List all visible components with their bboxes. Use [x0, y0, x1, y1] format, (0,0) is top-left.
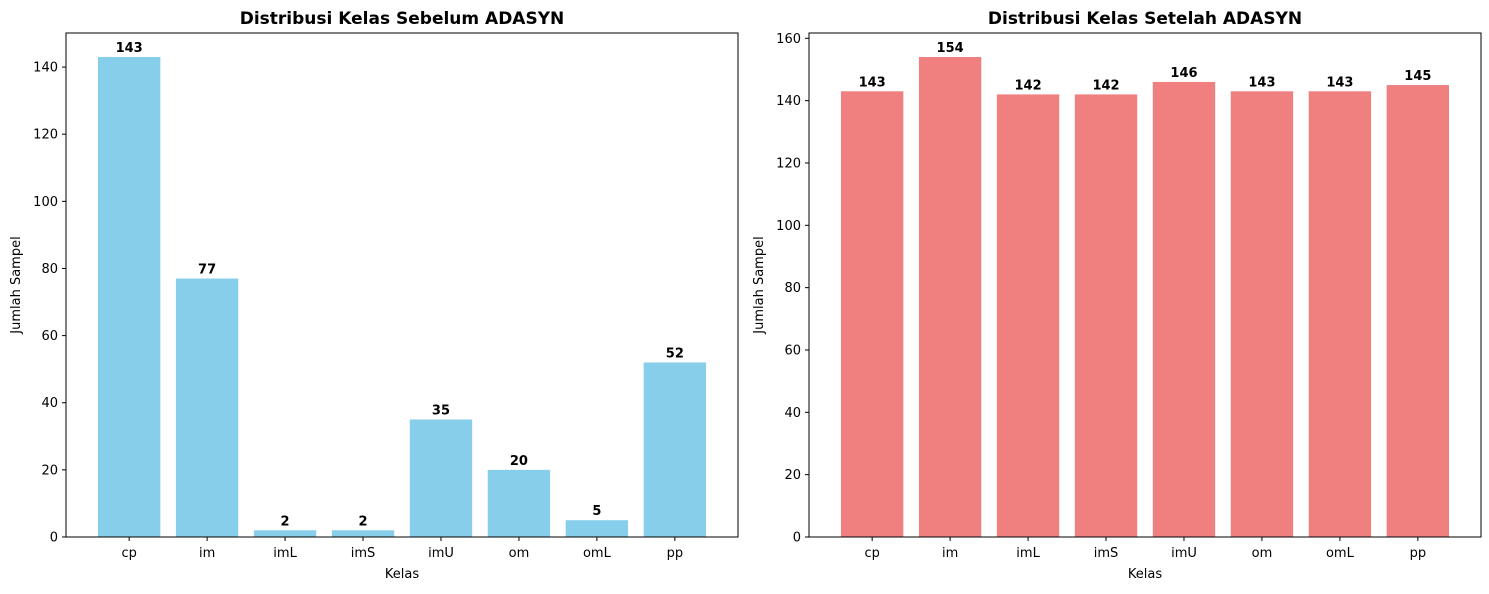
bar-im [175, 278, 239, 537]
bar-pp [643, 362, 707, 537]
x-tick-label: omL [583, 546, 612, 561]
data-label: 142 [1092, 78, 1119, 93]
data-label: 143 [116, 41, 143, 56]
data-label: 5 [592, 504, 601, 519]
data-label: 146 [1170, 66, 1197, 81]
y-tick-label: 80 [41, 262, 58, 277]
x-tick-label: cp [121, 546, 136, 561]
data-label: 154 [937, 41, 964, 56]
x-tick-label: im [942, 546, 958, 561]
y-tick-label: 60 [784, 343, 801, 358]
x-axis-label: Kelas [1128, 567, 1162, 582]
x-tick-label: pp [667, 546, 684, 561]
y-axis-label: Jumlah Sampel [752, 236, 767, 334]
data-label: 52 [666, 346, 684, 361]
bar-pp [1386, 85, 1450, 538]
bar-imU [409, 419, 473, 537]
y-tick-label: 80 [784, 281, 801, 296]
data-label: 20 [510, 454, 528, 469]
y-tick-label: 40 [784, 406, 801, 421]
x-axis-label: Kelas [385, 567, 419, 582]
data-label: 143 [1248, 75, 1275, 90]
bar-imL [253, 530, 317, 537]
bar-om [487, 469, 551, 537]
bar-cp [97, 57, 161, 537]
chart-title: Distribusi Kelas Sebelum ADASYN [240, 9, 565, 29]
bars-group: 143 cp 154 im 142 imL 142 imS 146 imU 143 om 143 omL 1… [776, 32, 1450, 561]
data-label: 143 [1326, 75, 1353, 90]
x-tick-label: imS [1094, 546, 1119, 561]
x-tick-label: imU [428, 546, 454, 561]
x-tick-label: om [1252, 546, 1273, 561]
y-tick-label: 100 [776, 219, 801, 234]
y-tick-label: 140 [776, 94, 801, 109]
x-tick-label: im [199, 546, 215, 561]
y-tick-label: 60 [41, 329, 58, 344]
data-label: 35 [432, 404, 450, 419]
data-label: 145 [1404, 69, 1431, 84]
x-tick-label: cp [864, 546, 879, 561]
bars-group: 143 cp 77 im 2 imL 2 imS 35 imU 20 om 5 omL 52 pp 0 20 40 6… [33, 41, 707, 561]
chart-after-adasyn: Distribusi Kelas Setelah ADASYN Kelas Ju… [752, 9, 1482, 582]
y-axis-label: Jumlah Sampel [9, 236, 24, 334]
data-label: 2 [281, 514, 290, 529]
y-tick-label: 20 [41, 463, 58, 478]
bar-imL [996, 94, 1060, 538]
bar-imS [331, 530, 395, 537]
y-tick-label: 40 [41, 396, 58, 411]
x-tick-label: imS [351, 546, 376, 561]
y-tick-label: 0 [793, 531, 801, 546]
x-tick-label: omL [1326, 546, 1355, 561]
chart-title: Distribusi Kelas Setelah ADASYN [988, 9, 1302, 29]
x-tick-label: om [509, 546, 530, 561]
y-tick-label: 140 [33, 61, 58, 76]
bar-imS [1074, 94, 1138, 538]
x-tick-label: imL [1016, 546, 1040, 561]
y-tick-label: 0 [50, 531, 58, 546]
x-tick-label: pp [1410, 546, 1427, 561]
y-tick-label: 120 [33, 128, 58, 143]
bar-omL [565, 520, 629, 537]
bar-cp [840, 91, 904, 538]
x-tick-label: imU [1171, 546, 1197, 561]
y-tick-label: 20 [784, 468, 801, 483]
plot-frame [808, 32, 1482, 538]
plot-frame [65, 32, 739, 538]
data-label: 143 [859, 75, 886, 90]
y-tick-label: 120 [776, 156, 801, 171]
data-label: 2 [358, 514, 367, 529]
bar-om [1230, 91, 1294, 538]
bar-im [918, 57, 982, 537]
chart-before-adasyn: Distribusi Kelas Sebelum ADASYN Kelas Ju… [9, 9, 739, 582]
data-label: 77 [198, 263, 216, 278]
bar-omL [1308, 91, 1372, 538]
bar-imU [1152, 81, 1216, 538]
x-tick-label: imL [273, 546, 297, 561]
y-tick-label: 160 [776, 32, 801, 47]
y-tick-label: 100 [33, 195, 58, 210]
data-label: 142 [1014, 78, 1041, 93]
